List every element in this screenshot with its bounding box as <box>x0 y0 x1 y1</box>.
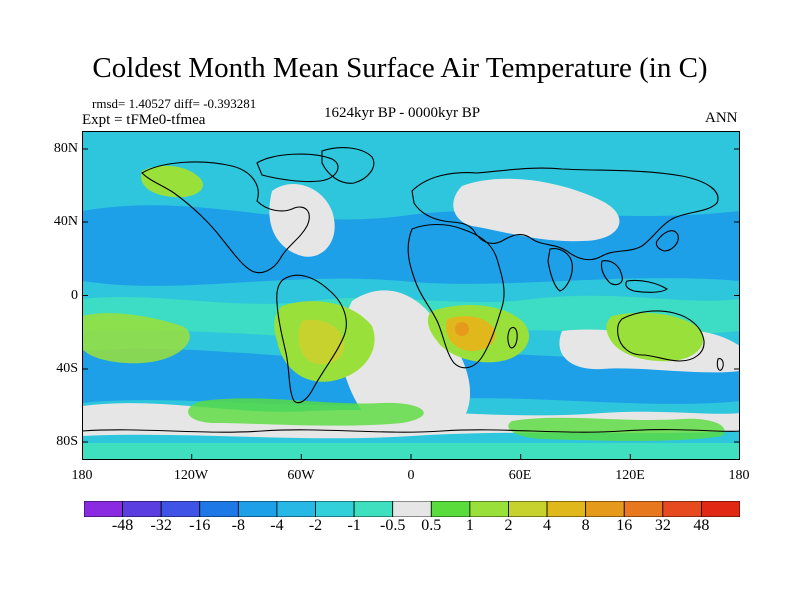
colorbar-swatch <box>122 501 162 517</box>
colorbar <box>84 501 740 517</box>
map-band-blue-north <box>82 205 740 286</box>
colorbar-swatch <box>508 501 548 517</box>
colorbar-label: 4 <box>543 517 552 534</box>
colorbar-swatch <box>84 501 123 517</box>
map-neutral-north-america <box>269 183 335 257</box>
colorbar-swatch <box>585 501 625 517</box>
map-warm-south-america-core <box>298 319 345 365</box>
chart-title: Coldest Month Mean Surface Air Temperatu… <box>92 52 708 84</box>
colorbar-label: -1 <box>347 517 361 534</box>
colorbar-label: -2 <box>308 517 323 534</box>
colorbar-swatch <box>353 501 394 517</box>
map-warm-south-pacific <box>82 313 190 364</box>
x-tick-120w: 120W <box>173 468 209 483</box>
colorbar-swatch <box>160 501 201 517</box>
y-tick-80s: 80S <box>56 434 78 449</box>
rmsd-diff-text: rmsd= 1.40527 diff= -0.393281 <box>92 96 257 111</box>
colorbar-swatch <box>662 501 702 517</box>
colorbar-swatch <box>315 501 355 517</box>
colorbar-label: -0.5 <box>380 517 406 534</box>
colorbar-swatch <box>430 501 471 517</box>
colorbar-label: -48 <box>111 517 134 534</box>
colorbar-label: 0.5 <box>421 517 442 534</box>
colorbar-swatch <box>546 501 587 517</box>
colorbar-label: -8 <box>231 517 245 534</box>
y-tick-40s: 40S <box>56 361 78 376</box>
colorbar-label: 48 <box>693 517 710 534</box>
colorbar-swatch <box>237 501 278 517</box>
map-warm-south-pacific-high-lat <box>188 398 424 426</box>
y-tick-0: 0 <box>71 288 78 303</box>
map-tick-marks <box>82 148 740 460</box>
temperature-map <box>82 131 740 460</box>
colorbar-label: -4 <box>270 517 284 534</box>
colorbar-label: -16 <box>189 517 211 534</box>
map-warm-alaska <box>141 165 203 198</box>
x-tick-120e: 120E <box>615 468 645 483</box>
season-label: ANN <box>705 110 738 126</box>
map-coastlines <box>82 147 740 433</box>
y-tick-40n: 40N <box>53 214 78 229</box>
x-tick-180w: 180 <box>71 468 93 483</box>
colorbar-swatch <box>392 501 432 517</box>
map-warm-southern-africa-peak <box>455 322 469 336</box>
colorbar-label: 1 <box>465 517 474 534</box>
map-neutral-eurasia <box>453 178 620 242</box>
colorbar-label: -32 <box>150 517 172 534</box>
experiment-label: Expt = tFMe0-tfmea <box>82 112 206 128</box>
colorbar-label: 32 <box>654 517 671 534</box>
map-antarctica-field <box>82 443 740 460</box>
map-warm-australia <box>606 312 704 362</box>
x-tick-60e: 60E <box>508 468 532 483</box>
colorbar-swatch <box>623 501 664 517</box>
x-tick-0: 0 <box>407 468 415 483</box>
map-warm-antarctic-rim <box>508 417 725 441</box>
y-tick-80n: 80N <box>53 141 78 156</box>
colorbar-label: 8 <box>581 517 590 534</box>
colorbar-label: 2 <box>504 517 513 534</box>
colorbar-swatch <box>701 501 740 517</box>
period-label: 1624kyr BP - 0000kyr BP <box>324 105 481 121</box>
colorbar-label: 16 <box>616 517 633 534</box>
x-tick-60w: 60W <box>287 468 315 483</box>
x-tick-180e: 180 <box>728 468 750 483</box>
colorbar-swatch <box>469 501 509 517</box>
colorbar-swatch <box>276 501 316 517</box>
colorbar-swatch <box>199 501 239 517</box>
